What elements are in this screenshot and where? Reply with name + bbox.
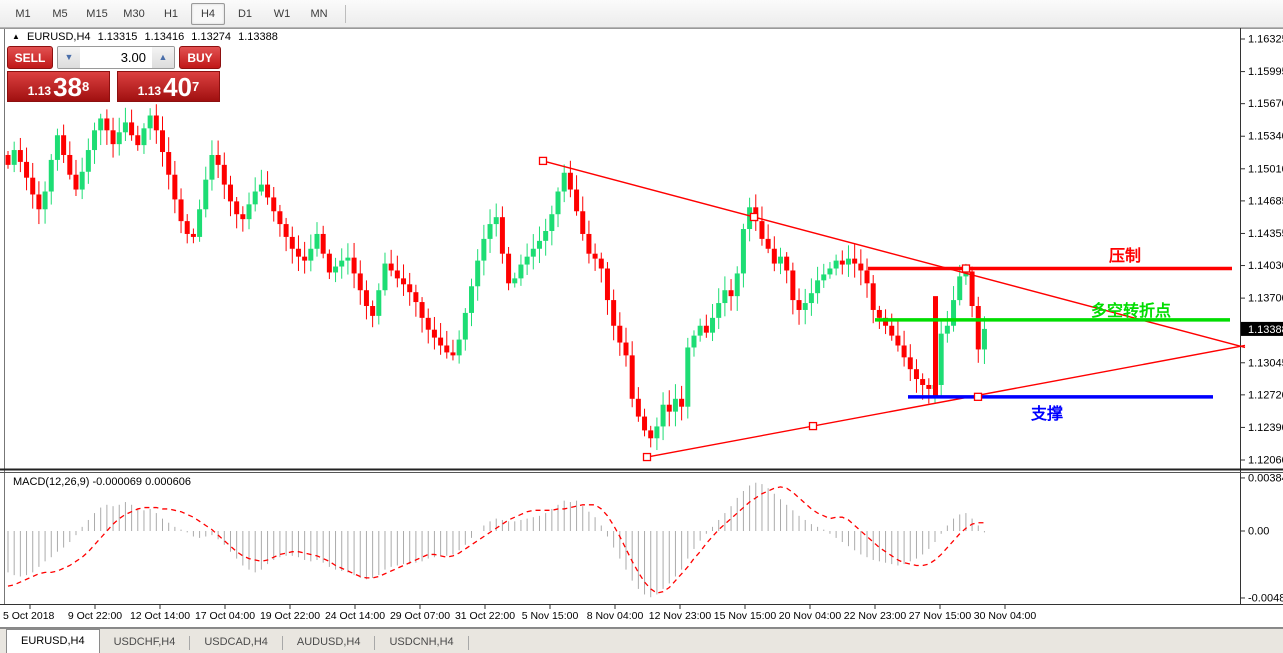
price-tick-label: 1.14030 <box>1248 260 1283 272</box>
volume-input[interactable] <box>80 47 152 68</box>
tf-mn-button[interactable]: MN <box>310 7 328 20</box>
time-tick-label: 19 Oct 22:00 <box>260 610 320 622</box>
macd-axis-label: 0.003847 <box>1248 472 1283 484</box>
price-tick-label: 1.14355 <box>1248 228 1283 240</box>
time-tick-label: 30 Nov 04:00 <box>974 610 1037 622</box>
trendline-handle[interactable] <box>749 212 759 222</box>
tf-h1-button[interactable]: H1 <box>163 7 179 20</box>
hline-handle[interactable] <box>973 392 983 401</box>
time-tick-label: 12 Oct 14:00 <box>130 610 190 622</box>
sell-price-base: 1.13 <box>27 84 52 98</box>
tab-usdcnh[interactable]: USDCNH,H4 <box>389 636 454 648</box>
time-tick-label: 24 Oct 14:00 <box>325 610 385 622</box>
macd-pane: MACD(12,26,9) -0.000069 0.000606 0.003847… <box>7 472 1283 604</box>
volume-stepper: ▼ ▲ <box>57 46 175 69</box>
high-value: 1.13416 <box>144 31 185 43</box>
sell-price-panel[interactable]: 1.13 38 8 <box>7 71 110 102</box>
price-tick-label: 1.15340 <box>1248 131 1283 143</box>
time-tick-label: 22 Nov 23:00 <box>844 610 907 622</box>
price-tick-label: 1.13700 <box>1248 293 1283 305</box>
time-axis: 5 Oct 2018 9 Oct 22:00 12 Oct 14:00 17 Oct … <box>3 604 1036 622</box>
price-tick-label: 1.12390 <box>1248 422 1283 434</box>
tab-audusd[interactable]: AUDUSD,H4 <box>296 636 361 648</box>
price-tick-label: 1.15010 <box>1248 163 1283 175</box>
price-tick-label: 1.16325 <box>1248 34 1283 46</box>
tab-eurusd[interactable]: EURUSD,H4 <box>6 629 100 653</box>
current-price-box <box>1241 321 1283 336</box>
hline-handle[interactable] <box>961 264 971 273</box>
candlesticks <box>5 104 987 451</box>
support-line-label: 支撑 <box>1030 404 1063 423</box>
macd-signal-line <box>7 486 985 594</box>
tf-m30-button[interactable]: M30 <box>123 7 145 20</box>
price-tick-label: 1.12720 <box>1248 389 1283 401</box>
time-tick-label: 9 Oct 22:00 <box>68 610 122 622</box>
volume-up-icon[interactable]: ▲ <box>152 47 174 68</box>
time-tick-label: 17 Oct 04:00 <box>195 610 255 622</box>
macd-indicator-label: MACD(12,26,9) -0.000069 0.000606 <box>13 476 191 488</box>
tf-m15-button[interactable]: M15 <box>86 7 108 20</box>
price-axis: 1.16325 1.15995 1.15670 1.15340 1.15010 1.146… <box>1240 34 1283 467</box>
time-tick-label: 15 Nov 15:00 <box>714 610 777 622</box>
price-tick-label: 1.15670 <box>1248 98 1283 110</box>
price-tick-label: 1.13045 <box>1248 357 1283 369</box>
time-tick-label: 27 Nov 15:00 <box>909 610 972 622</box>
sell-price-big: 38 <box>53 72 83 102</box>
buy-price-base: 1.13 <box>137 84 162 98</box>
tf-d1-button[interactable]: D1 <box>237 7 253 20</box>
time-tick-label: 8 Nov 04:00 <box>587 610 644 622</box>
chart-frame <box>0 28 1283 628</box>
tf-h4-button[interactable]: H4 <box>191 2 225 25</box>
low-value: 1.13274 <box>191 31 232 43</box>
ascending-trendline[interactable] <box>646 344 1246 458</box>
volume-down-icon[interactable]: ▼ <box>58 47 80 68</box>
price-tick-label: 1.15995 <box>1248 66 1283 78</box>
resistance-line-label: 压制 <box>1109 247 1141 265</box>
sell-button[interactable]: SELL <box>7 46 53 69</box>
timeframe-toolbar: M1 M5 M15 M30 H1 H4 D1 W1 MN <box>0 0 1283 28</box>
tab-divider <box>189 636 191 650</box>
trendline-handle[interactable] <box>808 421 818 431</box>
symbol-period-label: EURUSD,H4 <box>26 31 91 43</box>
time-tick-label: 5 Nov 15:00 <box>522 610 579 622</box>
chart-ohlc-header: ▲ EURUSD,H4 1.13315 1.13416 1.13274 1.13… <box>12 31 282 43</box>
trendline-handle[interactable] <box>538 156 548 166</box>
close-value: 1.13388 <box>238 31 278 43</box>
buy-price-panel[interactable]: 1.13 40 7 <box>117 71 220 102</box>
tf-w1-button[interactable]: W1 <box>273 7 291 20</box>
toolbar-separator <box>345 4 346 23</box>
buy-button[interactable]: BUY <box>179 46 221 69</box>
tab-divider <box>374 636 376 650</box>
time-tick-label: 5 Oct 2018 <box>3 610 55 622</box>
sell-price-sup: 8 <box>82 79 90 94</box>
tab-usdchf[interactable]: USDCHF,H4 <box>113 636 176 648</box>
time-tick-label: 31 Oct 22:00 <box>455 610 515 622</box>
price-tick-label: 1.14685 <box>1248 195 1283 207</box>
tab-divider <box>467 636 469 650</box>
macd-axis-label: 0.00 <box>1248 526 1269 538</box>
tab-usdcad[interactable]: USDCAD,H4 <box>204 636 268 648</box>
buy-price-sup: 7 <box>192 79 200 94</box>
time-tick-label: 29 Oct 07:00 <box>390 610 450 622</box>
tf-m5-button[interactable]: M5 <box>52 7 68 20</box>
current-price-label: 1.13388 <box>1248 324 1283 336</box>
time-tick-label: 12 Nov 23:00 <box>649 610 712 622</box>
price-tick-label: 1.12060 <box>1248 455 1283 467</box>
one-click-trading-panel: SELL ▼ ▲ BUY 1.13 38 8 1.13 40 7 <box>7 46 221 102</box>
tab-divider <box>281 636 283 650</box>
tf-m1-button[interactable]: M1 <box>15 7 31 20</box>
collapse-arrow-icon[interactable]: ▲ <box>12 32 20 41</box>
trendline-handle[interactable] <box>642 452 652 462</box>
time-tick-label: 20 Nov 04:00 <box>779 610 842 622</box>
buy-price-big: 40 <box>163 72 193 102</box>
descending-trendline[interactable] <box>542 160 1246 349</box>
open-value: 1.13315 <box>97 31 138 43</box>
symbol-tabbar: EURUSD,H4 USDCHF,H4 USDCAD,H4 AUDUSD,H4 … <box>0 628 1283 653</box>
pivot-line-label: 多空转折点 <box>1091 301 1171 320</box>
price-chart[interactable]: 压制多空转折点支撑1.163251.159951.156701.153401.1… <box>0 28 1283 628</box>
